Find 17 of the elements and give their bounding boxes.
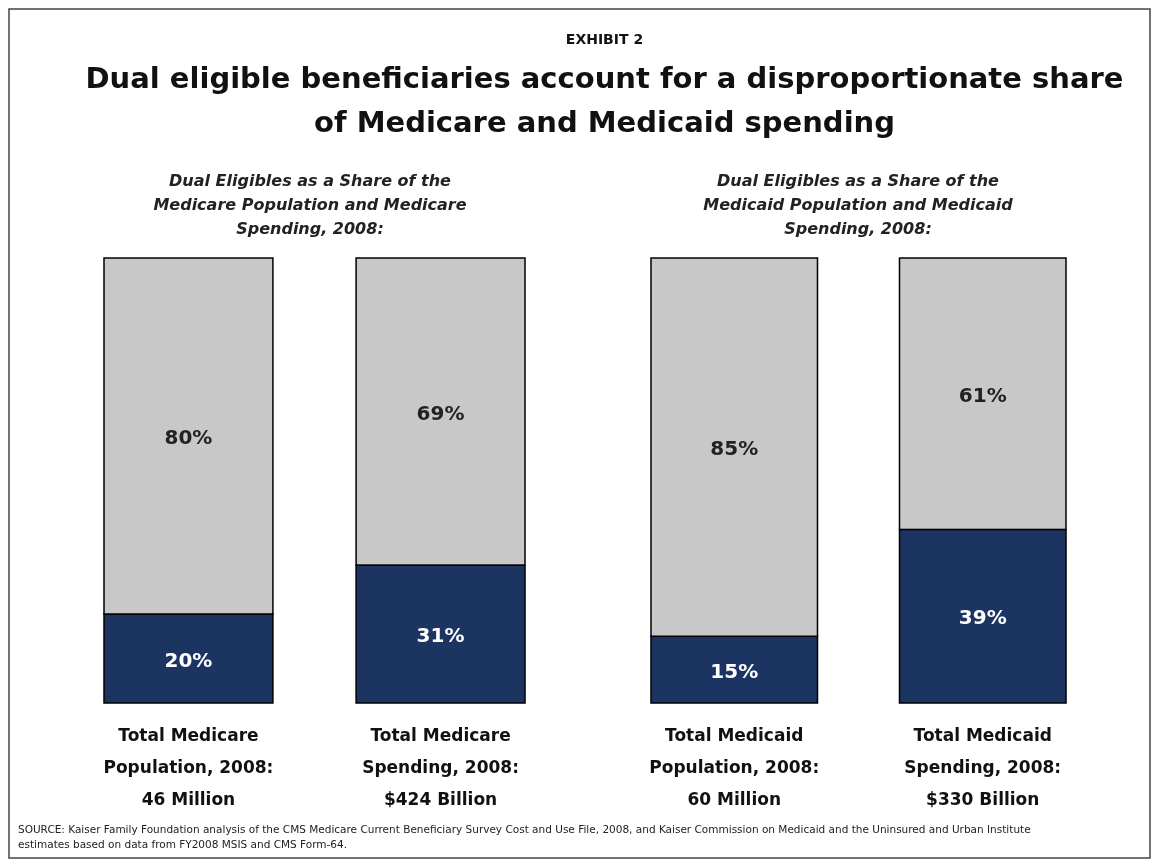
data-label: 80%: [164, 425, 213, 449]
chart-title: Dual eligible beneficiaries account for a disproportionate share of Medicare and Medicaid spending: [85, 61, 1124, 139]
chart-subtitle: Dual Eligibles as a Share of the Medicare Population and Medicare Spending, 2008:: [153, 171, 467, 238]
chart-subtitle: Dual Eligibles as a Share of the Medicaid Population and Medicaid Spending, 2008:: [703, 171, 1014, 238]
source-note: SOURCE: Kaiser Family Foundation analysis of the CMS Medicare Current Beneficiary Survey Cost and Use File, 2008, and Kaiser Commission on Medicaid and the Uninsured and Urban Institute estimates based on data from FY2008 MSIS and CMS Form-64.: [18, 822, 1032, 852]
data-label: 61%: [958, 382, 1007, 407]
x-tick-label: Total Medicaid Spending, 2008: $330 Billion: [904, 725, 1062, 809]
data-label: 85%: [710, 436, 759, 461]
data-label: 31%: [416, 623, 465, 648]
data-label: 39%: [958, 605, 1007, 630]
data-label: 15%: [710, 658, 759, 683]
x-tick-label: Total Medicare Population, 2008: 46 Million: [103, 725, 274, 809]
data-label: 69%: [416, 400, 465, 425]
x-tick-label: Total Medicare Spending, 2008: $424 Billion: [362, 725, 519, 809]
text: EXHIBIT 2: [565, 31, 644, 47]
x-tick-label: Total Medicaid Population, 2008: 60 Million: [649, 725, 820, 809]
data-label: 20%: [164, 647, 213, 672]
